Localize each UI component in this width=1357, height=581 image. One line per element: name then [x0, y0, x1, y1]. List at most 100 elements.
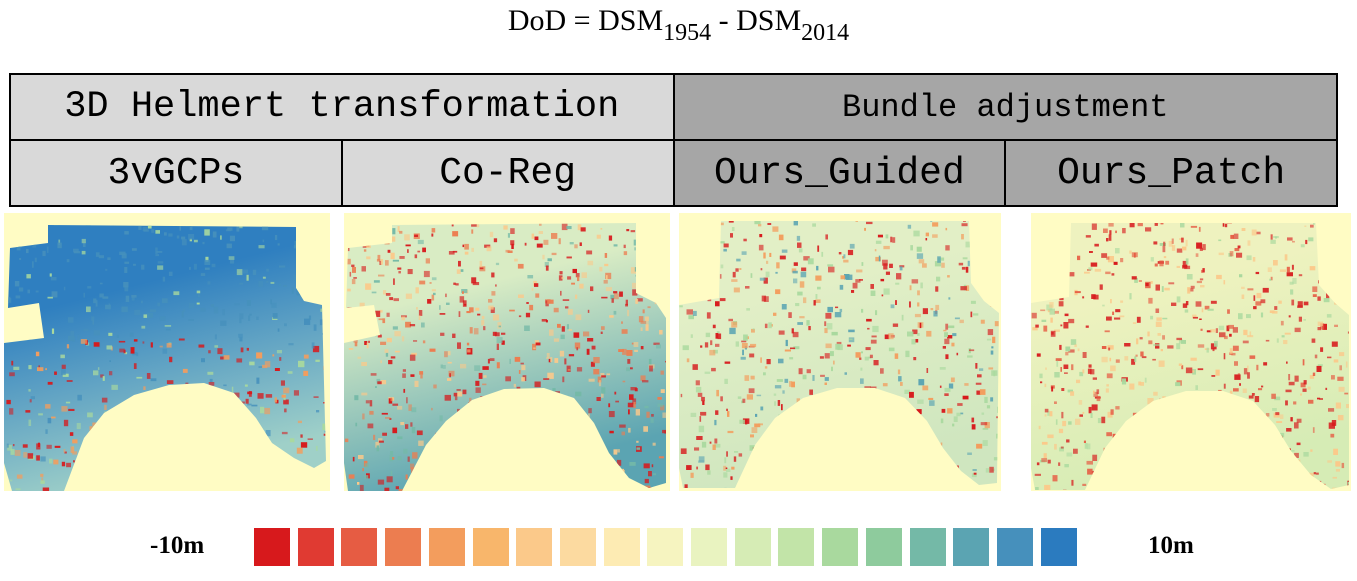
- dod-pixel-cluster: [986, 338, 992, 341]
- dod-pixel-cluster: [1055, 358, 1062, 361]
- dod-pixel-cluster: [394, 331, 401, 337]
- dod-pixel-cluster: [915, 339, 919, 343]
- dod-pixel-cluster: [64, 451, 67, 454]
- dod-pixel-cluster: [1075, 418, 1081, 425]
- dod-pixel-cluster: [352, 456, 355, 462]
- dod-pixel-cluster: [1066, 452, 1073, 457]
- dod-pixel-cluster: [571, 282, 575, 285]
- dod-pixel-cluster: [1284, 332, 1291, 335]
- dod-pixel-cluster: [713, 349, 718, 354]
- dod-pixel-cluster: [749, 353, 755, 358]
- dod-pixel-cluster: [956, 412, 961, 417]
- dod-pixel-cluster: [635, 409, 640, 416]
- dod-pixel-cluster: [357, 356, 362, 359]
- legend-swatch: [560, 528, 596, 566]
- dod-pixel-cluster: [462, 244, 465, 248]
- dod-pixel-cluster: [440, 364, 443, 369]
- dod-pixel-cluster: [367, 423, 374, 429]
- dod-pixel-cluster: [467, 349, 471, 353]
- dod-pixel-cluster: [1311, 338, 1316, 343]
- dod-pixel-cluster: [1192, 316, 1198, 319]
- dod-pixel-cluster: [1168, 241, 1173, 247]
- dod-pixel-cluster: [1241, 294, 1245, 299]
- dod-pixel-cluster: [1223, 280, 1226, 285]
- dod-pixel-cluster: [538, 231, 543, 234]
- dod-pixel-cluster: [609, 430, 614, 434]
- dod-pixel-cluster: [411, 427, 416, 434]
- dod-pixel-cluster: [1087, 468, 1093, 475]
- dod-pixel-cluster: [58, 239, 61, 245]
- dod-pixel-cluster: [1320, 323, 1325, 330]
- dod-pixel-cluster: [124, 352, 128, 355]
- dod-pixel-cluster: [1341, 462, 1345, 469]
- dod-pixel-cluster: [189, 266, 191, 270]
- dod-pixel-cluster: [400, 422, 405, 426]
- dod-pixel-cluster: [102, 296, 109, 299]
- dod-pixel-cluster: [790, 347, 796, 350]
- dod-pixel-cluster: [72, 451, 78, 455]
- dod-pixel-cluster: [1291, 450, 1295, 452]
- dod-pixel-cluster: [812, 223, 816, 227]
- dod-pixel-cluster: [849, 243, 855, 249]
- dod-pixel-cluster: [34, 257, 37, 263]
- dod-pixel-cluster: [1134, 277, 1138, 283]
- dod-pixel-cluster: [246, 347, 249, 351]
- dod-pixel-cluster: [245, 398, 249, 404]
- dod-pixel-cluster: [1270, 276, 1273, 281]
- dod-pixel-cluster: [645, 324, 649, 331]
- dod-pixel-cluster: [1129, 383, 1135, 390]
- dod-pixel-cluster: [1060, 324, 1063, 327]
- dod-pixel-cluster: [1063, 364, 1069, 369]
- dod-pixel-cluster: [1157, 333, 1161, 336]
- dod-pixel-cluster: [496, 337, 503, 343]
- dod-pixel-cluster: [944, 393, 949, 396]
- dod-pixel-cluster: [888, 347, 895, 352]
- dod-pixel-cluster: [1199, 278, 1204, 281]
- dod-pixel-cluster: [969, 349, 975, 352]
- dod-pixel-cluster: [643, 463, 650, 469]
- dod-pixel-cluster: [231, 386, 234, 393]
- dod-pixel-cluster: [1252, 257, 1256, 262]
- dod-pixel-cluster: [1107, 411, 1113, 418]
- dod-pixel-cluster: [743, 334, 748, 341]
- dod-pixel-cluster: [423, 270, 430, 278]
- dod-pixel-cluster: [1334, 324, 1338, 327]
- dod-pixel-cluster: [726, 451, 728, 457]
- dod-pixel-cluster: [715, 333, 719, 339]
- legend-swatch: [254, 528, 290, 566]
- dod-pixel-cluster: [941, 262, 945, 268]
- dod-pixel-cluster: [527, 275, 534, 279]
- dod-pixel-cluster: [92, 422, 97, 427]
- dod-pixel-cluster: [601, 296, 608, 299]
- dod-pixel-cluster: [208, 350, 211, 354]
- dod-pixel-cluster: [690, 412, 697, 417]
- dod-raster: [344, 213, 670, 491]
- dod-pixel-cluster: [734, 451, 739, 453]
- dod-pixel-cluster: [1316, 365, 1322, 372]
- dod-pixel-cluster: [1330, 433, 1335, 438]
- dod-pixel-cluster: [803, 256, 810, 261]
- dod-pixel-cluster: [454, 396, 458, 401]
- dod-pixel-cluster: [797, 291, 803, 296]
- dod-pixel-cluster: [1230, 234, 1234, 239]
- dod-pixel-cluster: [1185, 258, 1189, 265]
- dod-pixel-cluster: [996, 433, 999, 439]
- dod-pixel-cluster: [1124, 356, 1129, 361]
- dod-pixel-cluster: [1303, 452, 1309, 457]
- dod-pixel-cluster: [61, 364, 66, 369]
- dod-pixel-cluster: [579, 283, 584, 289]
- dod-pixel-cluster: [387, 249, 391, 253]
- dod-pixel-cluster: [860, 378, 864, 384]
- dod-pixel-cluster: [1269, 310, 1275, 313]
- dod-pixel-cluster: [580, 227, 586, 232]
- dod-pixel-cluster: [1288, 374, 1291, 381]
- dod-pixel-cluster: [1196, 280, 1202, 284]
- dod-pixel-cluster: [319, 319, 324, 326]
- dod-pixel-cluster: [284, 408, 287, 413]
- dod-pixel-cluster: [1140, 382, 1144, 386]
- dod-pixel-cluster: [1110, 365, 1116, 372]
- dod-pixel-cluster: [1054, 443, 1057, 450]
- dod-pixel-cluster: [1086, 460, 1093, 465]
- dod-pixel-cluster: [1204, 305, 1210, 310]
- dod-pixel-cluster: [633, 401, 636, 408]
